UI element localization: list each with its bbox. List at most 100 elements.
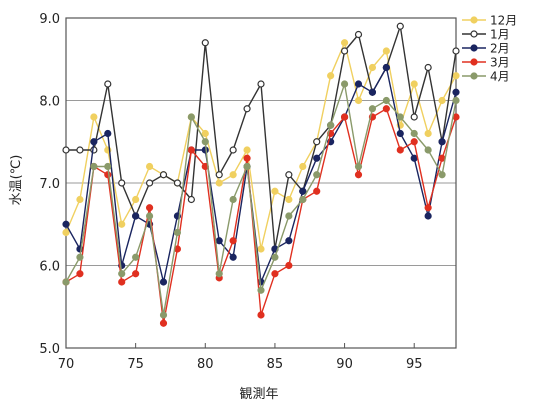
data-point [132, 253, 140, 261]
data-point [354, 162, 363, 171]
data-point [299, 195, 307, 204]
data-point [243, 154, 251, 162]
data-point [313, 187, 321, 195]
data-point [118, 179, 126, 187]
data-point [368, 63, 377, 72]
data-point [118, 220, 126, 228]
data-point [215, 237, 223, 245]
data-point [62, 146, 70, 154]
data-point [452, 47, 460, 55]
data-point [201, 138, 209, 146]
data-point [382, 47, 390, 55]
legend-item: 12月 [462, 14, 517, 28]
series-4 [62, 105, 460, 327]
data-point [229, 146, 237, 154]
data-point [257, 245, 265, 253]
series-2 [62, 22, 460, 253]
data-point [299, 162, 307, 171]
data-point [438, 138, 446, 146]
x-tick-label: 95 [406, 357, 423, 372]
legend-item: 1月 [462, 28, 510, 42]
data-point [187, 113, 195, 121]
data-point [327, 72, 335, 80]
data-point [132, 212, 140, 220]
data-point [257, 286, 265, 294]
data-point [76, 253, 84, 261]
legend-label: 4月 [490, 70, 510, 84]
data-point [173, 179, 182, 187]
data-point [424, 63, 432, 72]
data-point [145, 179, 154, 187]
data-point [285, 237, 293, 245]
data-point [257, 311, 265, 319]
data-point [340, 113, 349, 121]
data-point [132, 195, 140, 204]
legend-item: 3月 [462, 56, 510, 70]
y-tick-label: 5.0 [39, 342, 60, 357]
data-point [452, 72, 460, 80]
data-point [299, 187, 307, 195]
data-point [424, 212, 432, 220]
data-point [132, 270, 140, 278]
legend-marker [470, 44, 478, 52]
data-point [382, 96, 390, 105]
data-point [90, 162, 98, 171]
x-tick-label: 90 [336, 357, 353, 372]
data-point [201, 39, 209, 47]
data-point [243, 146, 251, 154]
data-point [410, 129, 418, 138]
data-point [118, 278, 126, 286]
data-point [104, 171, 112, 179]
data-point [229, 195, 237, 204]
data-point [90, 146, 98, 154]
data-point [201, 129, 209, 138]
data-point [424, 204, 432, 212]
legend-marker [470, 72, 478, 80]
data-point [410, 113, 418, 121]
y-tick-label: 7.0 [39, 177, 60, 192]
x-axis-title: 観測年 [239, 387, 278, 402]
x-tick-label: 75 [127, 357, 144, 372]
data-point [327, 121, 335, 129]
data-point [382, 105, 390, 113]
data-point [229, 253, 237, 261]
data-point [229, 237, 237, 245]
legend-label: 1月 [490, 28, 510, 42]
data-point [76, 270, 84, 278]
data-point [104, 80, 112, 88]
data-point [215, 171, 223, 179]
data-point [396, 146, 404, 154]
data-point [159, 171, 168, 179]
data-point [313, 171, 321, 179]
data-point [285, 195, 293, 204]
data-point [118, 270, 126, 278]
x-tick-label: 85 [267, 357, 284, 372]
data-point [410, 80, 418, 88]
data-point [271, 253, 279, 261]
data-point [354, 80, 363, 88]
data-point [173, 228, 182, 237]
data-point [104, 129, 112, 138]
data-point [382, 63, 390, 72]
data-point [410, 138, 418, 146]
legend-label: 2月 [490, 42, 510, 56]
data-point [438, 96, 446, 105]
series-5 [62, 80, 460, 319]
data-point [76, 146, 84, 154]
data-point [396, 22, 404, 30]
y-tick-label: 8.0 [39, 95, 60, 110]
data-point [215, 270, 223, 278]
legend-label: 12月 [490, 14, 517, 28]
data-point [62, 278, 70, 286]
data-point [424, 129, 432, 138]
legend-item: 4月 [462, 70, 510, 84]
data-point [313, 138, 321, 146]
data-point [271, 270, 279, 278]
data-point [396, 129, 404, 138]
legend-label: 3月 [490, 56, 510, 70]
data-point [90, 138, 98, 146]
y-axis-title: 水温(℃) [9, 155, 24, 206]
legend-item: 2月 [462, 42, 510, 56]
